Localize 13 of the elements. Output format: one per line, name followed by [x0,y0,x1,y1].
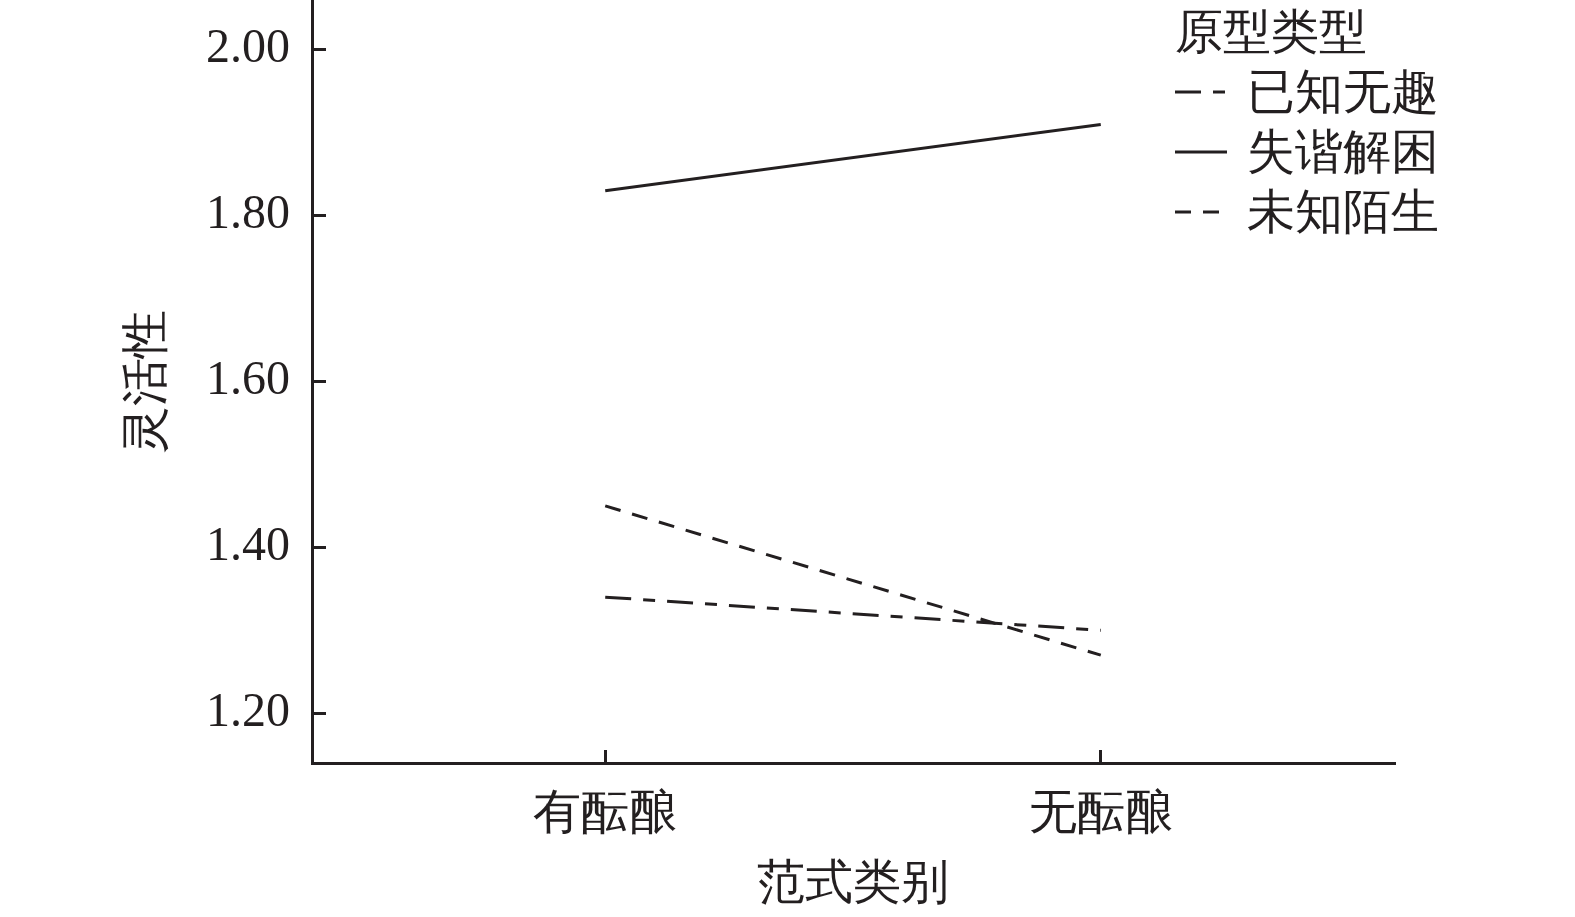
y-tick-label: 1.80 [206,185,290,239]
y-tick-label: 1.60 [206,351,290,405]
legend-label: 已知无趣 [1247,64,1439,120]
y-tick-label: 2.00 [206,19,290,73]
y-axis-title: 灵活性 [117,309,171,454]
legend-label: 失谐解困 [1247,124,1439,180]
legend-label: 未知陌生 [1247,184,1439,240]
y-tick-label: 1.40 [206,516,290,570]
legend-title: 原型类型 [1175,4,1368,60]
x-tick-label: 无酝酿 [1028,785,1173,839]
x-axis-title: 范式类别 [757,854,949,908]
x-tick-label: 有酝酿 [533,785,678,839]
y-tick-label: 1.20 [206,682,290,736]
